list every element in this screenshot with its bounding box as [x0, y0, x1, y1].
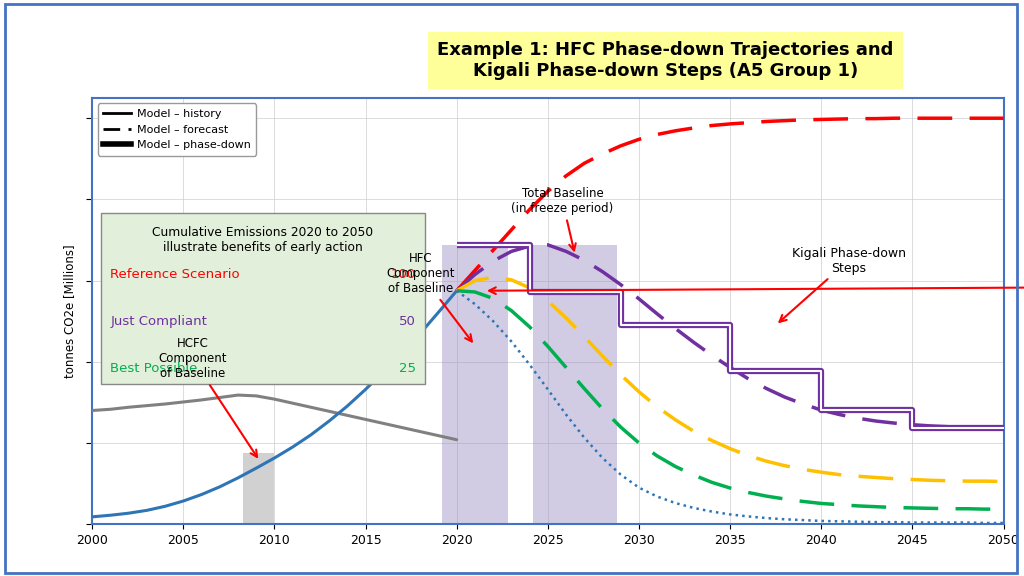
Text: Total Baseline
(in freeze period): Total Baseline (in freeze period) — [511, 187, 613, 251]
Legend: Model – history, Model – forecast, Model – phase-down: Model – history, Model – forecast, Model… — [97, 104, 256, 156]
Text: Kigali Phase-down
Steps: Kigali Phase-down Steps — [779, 247, 905, 322]
Text: 100: 100 — [390, 268, 416, 281]
Text: Just Compliant: Just Compliant — [111, 315, 207, 328]
Text: HFC
Component
of Baseline: HFC Component of Baseline — [386, 252, 472, 342]
Text: 50: 50 — [398, 315, 416, 328]
Text: Some urgency to start
HFC phase-down
(in freeze period): Some urgency to start HFC phase-down (in… — [489, 144, 1024, 294]
Y-axis label: tonnes CO2e [Millions]: tonnes CO2e [Millions] — [63, 244, 76, 378]
Text: 25: 25 — [398, 362, 416, 375]
Bar — [534, 245, 617, 524]
Text: Cumulative Emissions 2020 to 2050
illustrate benefits of early action: Cumulative Emissions 2020 to 2050 illust… — [153, 226, 374, 254]
Text: Best Possible: Best Possible — [111, 362, 198, 375]
Text: Example 1: HFC Phase-down Trajectories and
Kigali Phase-down Steps (A5 Group 1): Example 1: HFC Phase-down Trajectories a… — [437, 41, 894, 80]
Text: Reference Scenario: Reference Scenario — [111, 268, 240, 281]
FancyBboxPatch shape — [101, 213, 425, 384]
Text: HCFC
Component
of Baseline: HCFC Component of Baseline — [158, 337, 257, 457]
Bar — [442, 245, 508, 524]
Bar — [244, 453, 274, 524]
